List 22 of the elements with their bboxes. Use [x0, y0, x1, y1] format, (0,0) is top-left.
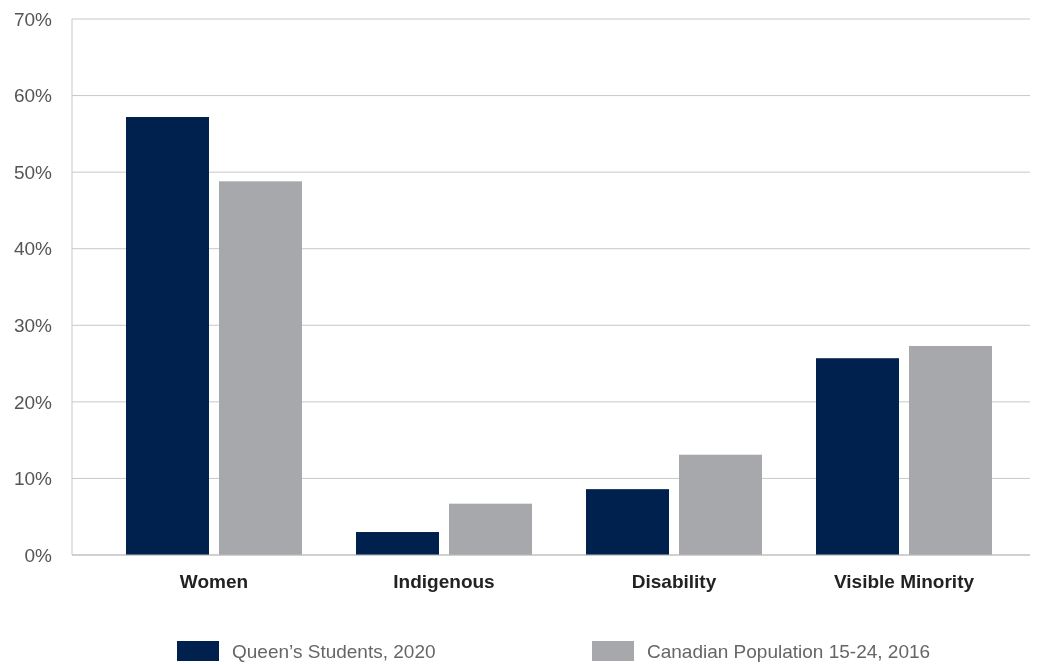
x-tick-label: Visible Minority	[833, 571, 975, 592]
legend-label: Queen’s Students, 2020	[232, 640, 436, 662]
y-tick-label: 10%	[13, 468, 53, 490]
bar	[909, 345, 992, 555]
bar	[356, 532, 439, 555]
x-tick-label: Women	[179, 571, 249, 592]
bar	[219, 181, 302, 555]
bar	[449, 503, 532, 555]
bar	[679, 454, 762, 555]
bar	[816, 358, 899, 555]
y-tick-label: 60%	[13, 85, 53, 107]
legend-label: Canadian Population 15-24, 2016	[647, 640, 931, 662]
x-tick-label: Indigenous	[393, 571, 495, 592]
x-tick-label: Disability	[631, 571, 717, 592]
y-tick-label: 40%	[13, 238, 53, 260]
y-tick-label: 20%	[13, 391, 53, 413]
bar	[586, 489, 669, 555]
y-tick-label: 30%	[13, 314, 53, 336]
bar	[126, 117, 209, 555]
y-tick-label: 0%	[24, 544, 53, 566]
y-tick-label: 50%	[13, 161, 53, 183]
y-tick-label: 70%	[13, 8, 53, 30]
